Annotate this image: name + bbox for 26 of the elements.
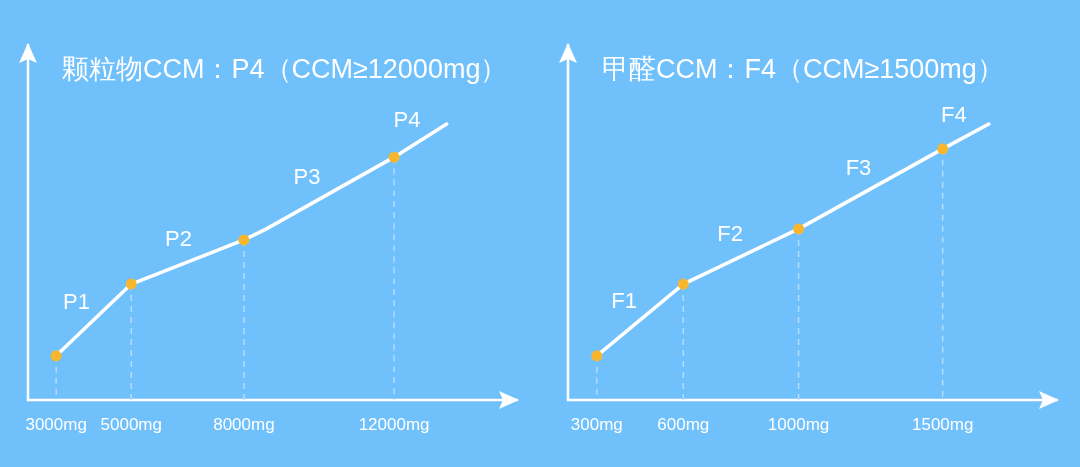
point xyxy=(50,350,62,362)
x-tick-label: 3000mg xyxy=(25,415,87,434)
point xyxy=(937,143,949,155)
annotation: F2 xyxy=(717,221,743,247)
x-tick-label: 5000mg xyxy=(100,415,162,434)
x-tick-label: 12000mg xyxy=(358,415,430,434)
x-tick-label: 8000mg xyxy=(213,415,275,434)
point xyxy=(238,234,250,246)
annotation: P2 xyxy=(164,226,192,252)
x-tick-label: 300mg xyxy=(570,415,623,434)
annotation: F3 xyxy=(845,154,872,180)
point xyxy=(793,223,805,235)
annotation: F1 xyxy=(611,288,637,314)
point xyxy=(125,278,137,290)
x-tick-label: 600mg xyxy=(657,415,710,434)
point xyxy=(677,278,689,290)
annotation: F4 xyxy=(941,101,967,127)
annotation: P4 xyxy=(393,106,421,132)
point xyxy=(388,151,400,163)
annotation: P1 xyxy=(62,289,90,315)
point xyxy=(591,350,603,362)
x-tick-label: 1000mg xyxy=(767,415,830,434)
chart-title: 甲醛CCM：F4（CCM≥1500mg） xyxy=(602,54,1004,84)
x-tick-label: 1500mg xyxy=(911,415,974,434)
annotation: P3 xyxy=(293,164,321,190)
chart-title: 颗粒物CCM：P4（CCM≥12000mg） xyxy=(62,54,508,84)
